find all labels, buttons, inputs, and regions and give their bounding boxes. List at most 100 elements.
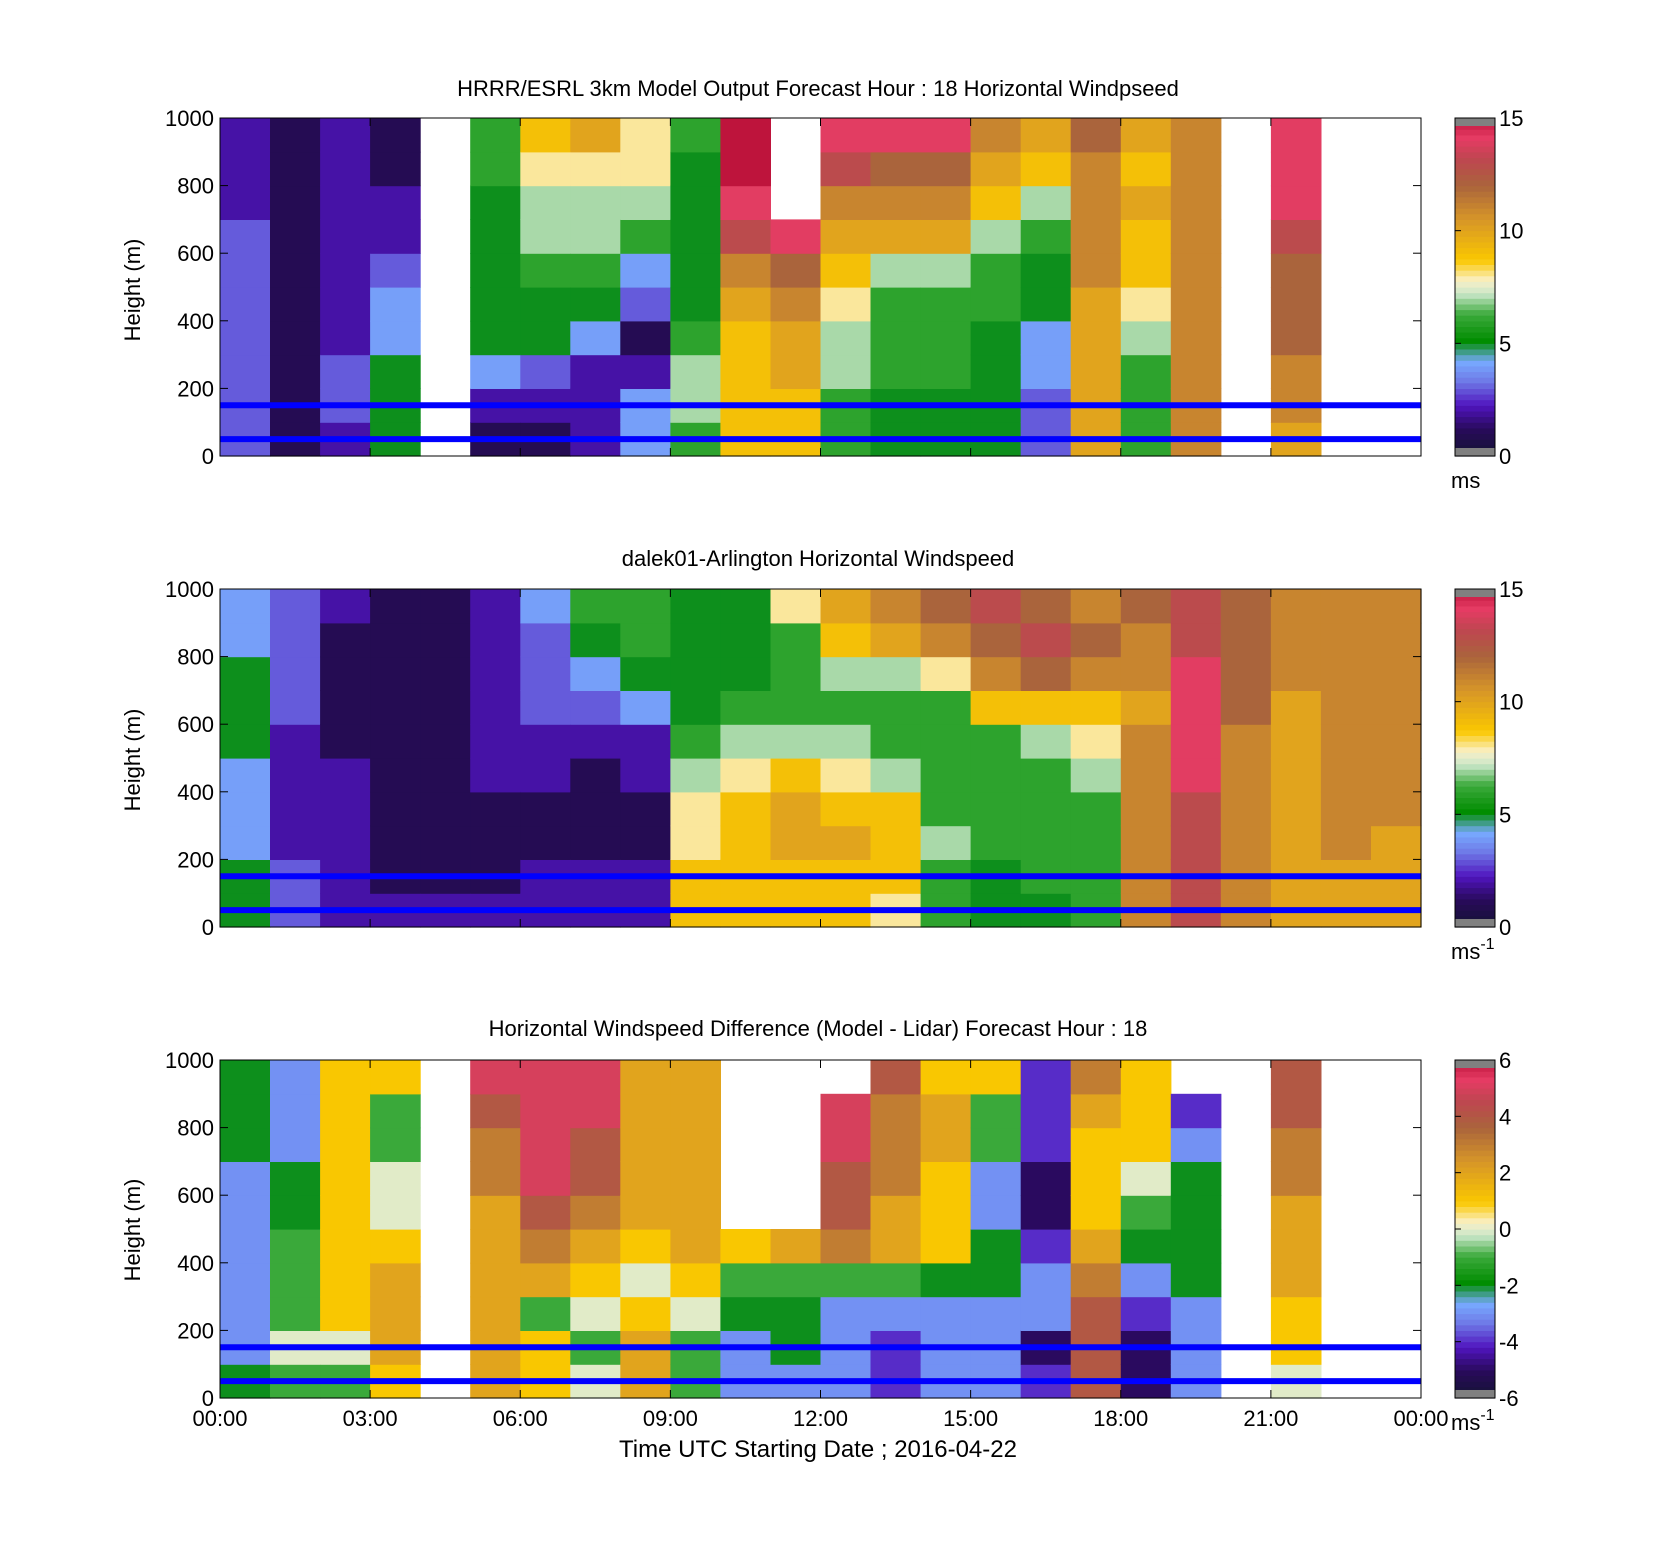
heatmap-cell xyxy=(870,1262,922,1298)
colorbar-segment xyxy=(1455,1386,1495,1393)
heatmap-cell xyxy=(520,219,571,254)
heatmap-cell xyxy=(420,825,471,860)
heatmap-cell xyxy=(620,622,671,658)
colorbar-segment xyxy=(1455,898,1495,905)
heatmap-cell xyxy=(1020,1229,1072,1264)
heatmap-cell xyxy=(1170,791,1222,827)
colorbar-tick-label: 2 xyxy=(1499,1161,1511,1186)
heatmap-cell xyxy=(870,253,922,288)
colorbar-segment xyxy=(1455,1223,1495,1230)
heatmap-cell xyxy=(920,791,972,827)
heatmap-cell xyxy=(970,354,1022,389)
heatmap-cell xyxy=(370,622,421,658)
heatmap-cell xyxy=(820,320,872,356)
heatmap-cell xyxy=(720,1296,771,1331)
heatmap-cell xyxy=(1220,690,1272,725)
colorbar-tick-label: 0 xyxy=(1499,1217,1511,1242)
heatmap-cell xyxy=(270,791,321,827)
colorbar-segment xyxy=(1455,803,1495,810)
heatmap-cell xyxy=(720,320,771,356)
colorbar-segment xyxy=(1455,814,1495,821)
heatmap-cell xyxy=(220,1161,271,1196)
heatmap-cell xyxy=(870,825,922,860)
colorbar-segment xyxy=(1455,893,1495,900)
heatmap-cell xyxy=(620,1296,671,1331)
colorbar-segment xyxy=(1455,388,1495,395)
heatmap-cell xyxy=(520,1262,571,1298)
heatmap-cell xyxy=(820,656,872,691)
heatmap-cell xyxy=(1270,1161,1322,1196)
heatmap-cell xyxy=(820,219,872,254)
heatmap-cell xyxy=(1020,1093,1072,1129)
heatmap-cell xyxy=(720,758,771,793)
heatmap-cell xyxy=(320,656,371,691)
heatmap-cell xyxy=(1070,1060,1122,1095)
heatmap-cell xyxy=(470,1093,521,1129)
colorbar-segment xyxy=(1455,656,1495,663)
colorbar-segment xyxy=(1455,712,1495,720)
heatmap-cell xyxy=(720,253,771,288)
heatmap-cell xyxy=(570,118,621,153)
colorbar-segment xyxy=(1455,842,1495,849)
heatmap-cell xyxy=(320,151,371,187)
heatmap-cell xyxy=(670,185,721,220)
colorbar-segment xyxy=(1455,1358,1495,1365)
heatmap-cell xyxy=(570,825,621,860)
heatmap-cell xyxy=(470,1127,521,1162)
colorbar-segment xyxy=(1455,157,1495,164)
heatmap-cell xyxy=(1270,589,1322,624)
panel-difference-ylabel: Height (m) xyxy=(120,1179,145,1282)
colorbar-segment xyxy=(1455,1296,1495,1303)
heatmap-cell xyxy=(670,118,721,153)
colorbar-segment xyxy=(1455,1161,1495,1168)
colorbar-segment xyxy=(1455,679,1495,686)
heatmap-cell xyxy=(920,825,972,860)
heatmap-cell xyxy=(220,219,271,254)
heatmap-cell xyxy=(1170,1195,1222,1230)
heatmap-cell xyxy=(270,1161,321,1196)
heatmap-cell xyxy=(970,758,1022,793)
heatmap-cell xyxy=(1070,151,1122,187)
heatmap-cell xyxy=(670,1296,721,1331)
colorbar-segment xyxy=(1455,332,1495,339)
colorbar-unit-exponent: -1 xyxy=(1480,936,1494,953)
heatmap-cell xyxy=(620,1195,671,1230)
panel-model-heatmap xyxy=(220,118,1421,457)
heatmap-cell xyxy=(370,656,421,691)
colorbar-segment xyxy=(1455,628,1495,635)
x-tick-label: 12:00 xyxy=(793,1406,848,1431)
heatmap-cell xyxy=(820,1229,872,1264)
colorbar-segment xyxy=(1455,1324,1495,1331)
colorbar-unit-base: ms xyxy=(1451,939,1480,964)
heatmap-cell xyxy=(220,1127,271,1162)
colorbar-tick-label: 5 xyxy=(1499,802,1511,827)
heatmap-cell xyxy=(1170,589,1222,624)
colorbar-segment xyxy=(1455,1217,1495,1224)
heatmap-cell xyxy=(870,320,922,356)
y-tick-label: 0 xyxy=(202,444,214,469)
heatmap-cell xyxy=(620,656,671,691)
heatmap-cell xyxy=(620,1161,671,1196)
colorbar-segment xyxy=(1455,1262,1495,1269)
heatmap-cell xyxy=(970,118,1022,153)
heatmap-cell xyxy=(1270,1229,1322,1264)
heatmap-cell xyxy=(320,690,371,725)
heatmap-cell xyxy=(820,622,872,658)
x-tick-label: 09:00 xyxy=(643,1406,698,1431)
heatmap-cell xyxy=(620,690,671,725)
heatmap-cell xyxy=(820,151,872,187)
heatmap-cell xyxy=(270,589,321,624)
colorbar-segment xyxy=(1455,786,1495,793)
heatmap-cell xyxy=(670,1127,721,1162)
heatmap-cell xyxy=(1120,1195,1172,1230)
colorbar-tick-label: 10 xyxy=(1499,219,1523,244)
colorbar-segment xyxy=(1455,1302,1495,1309)
heatmap-cell xyxy=(1270,1060,1322,1095)
y-tick-label: 400 xyxy=(177,309,214,334)
heatmap-cell xyxy=(970,622,1022,658)
heatmap-cell xyxy=(320,791,371,827)
heatmap-cell xyxy=(770,622,822,658)
heatmap-cell xyxy=(1070,320,1122,356)
heatmap-cell xyxy=(1120,825,1172,860)
colorbar-segment xyxy=(1455,140,1495,147)
